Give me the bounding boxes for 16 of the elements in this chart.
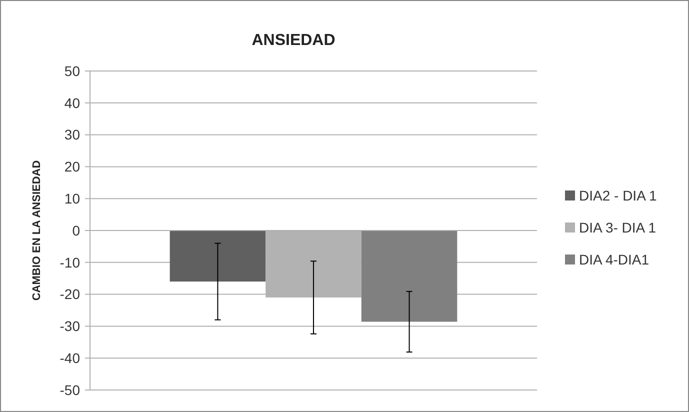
y-tick-label: -50 bbox=[60, 382, 80, 398]
y-tick-label: -40 bbox=[60, 350, 80, 366]
y-tick-label: 40 bbox=[64, 94, 80, 111]
y-tick-label: -20 bbox=[60, 286, 80, 302]
chart-title: ANSIEDAD bbox=[252, 32, 336, 49]
y-tick-label: -30 bbox=[60, 318, 80, 334]
legend-label: DIA 3- DIA 1 bbox=[579, 219, 656, 236]
y-axis-title: CAMBIO EN LA ANSIEDAD bbox=[31, 160, 43, 301]
legend-label: DIA 4-DIA1 bbox=[579, 251, 650, 268]
y-tick-label: 20 bbox=[64, 158, 80, 175]
legend-label: DIA2 - DIA 1 bbox=[579, 187, 658, 204]
y-tick-label: 10 bbox=[64, 190, 80, 206]
y-tick-label: 50 bbox=[64, 62, 80, 79]
y-tick-label: 0 bbox=[72, 222, 80, 238]
y-tick-label: 30 bbox=[64, 126, 80, 143]
y-tick-label: -10 bbox=[60, 254, 80, 270]
